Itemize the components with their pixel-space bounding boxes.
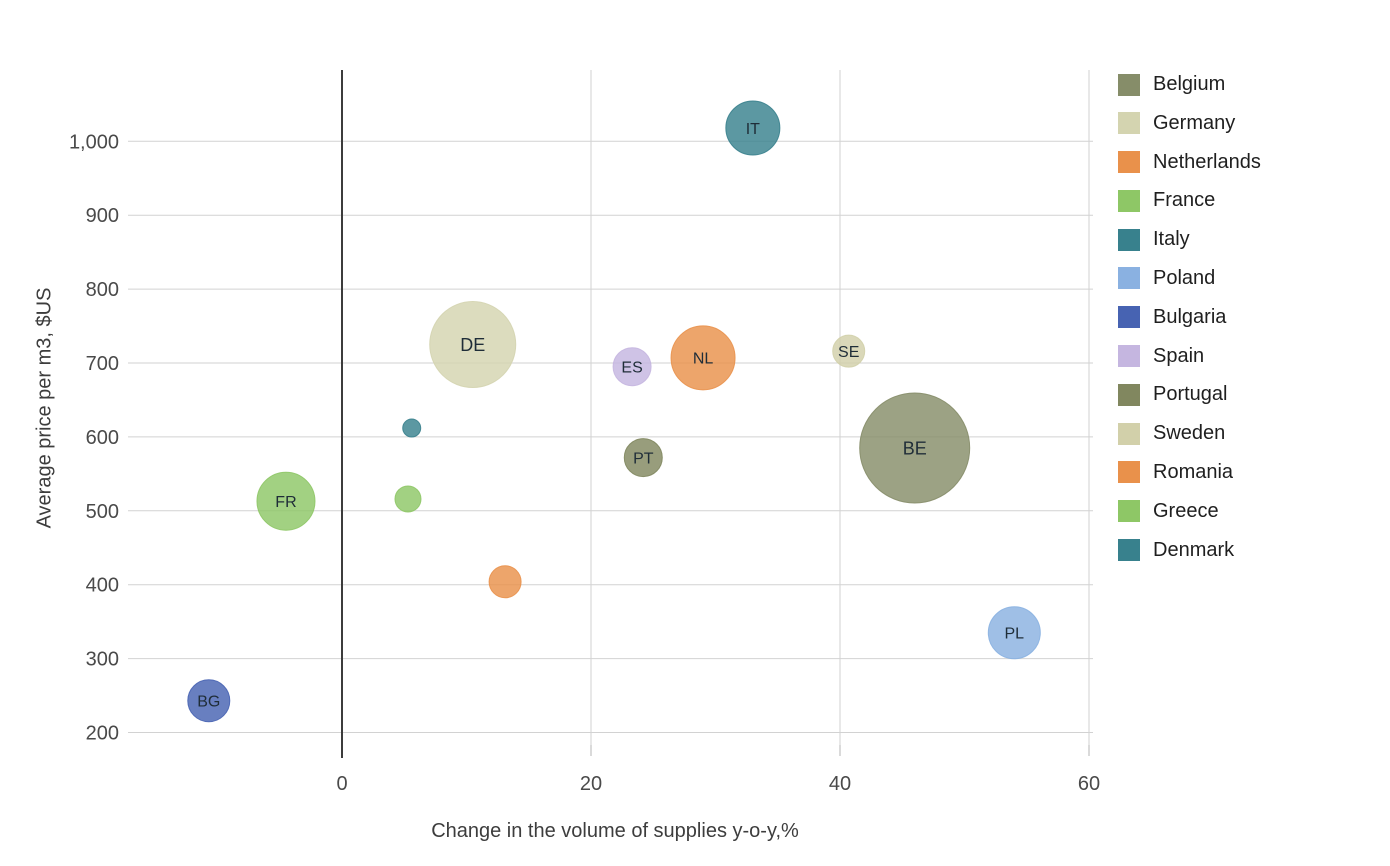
- bubble-belgium[interactable]: [859, 392, 971, 504]
- legend-swatch-icon: [1118, 461, 1140, 484]
- legend-item-label: Belgium: [1153, 73, 1226, 95]
- bubble-label-poland: PL: [1005, 625, 1025, 642]
- legend-item-france[interactable]: France: [1118, 189, 1261, 212]
- bubble-spain[interactable]: [612, 347, 652, 387]
- legend-item-label: Netherlands: [1153, 150, 1261, 173]
- legend-swatch-icon: [1118, 267, 1140, 290]
- x-axis-title: Change in the volume of supplies y-o-y,%: [431, 820, 799, 842]
- legend-item-sweden[interactable]: Sweden: [1118, 422, 1261, 445]
- legend-item-germany[interactable]: Germany: [1118, 112, 1261, 135]
- legend-swatch-icon: [1118, 112, 1140, 135]
- y-axis-title: Average price per m3, $US: [33, 287, 56, 529]
- legend: Belgium Germany Netherlands France Italy Pola…: [1118, 73, 1261, 562]
- bubble-label-netherlands: NL: [693, 351, 714, 368]
- legend-item-label: Bulgaria: [1153, 305, 1227, 328]
- bubble-label-belgium: BE: [903, 438, 927, 458]
- legend-item-label: Spain: [1153, 344, 1205, 367]
- legend-item-label: Sweden: [1153, 422, 1226, 445]
- legend-swatch-icon: [1118, 73, 1140, 96]
- legend-swatch-icon: [1118, 151, 1140, 174]
- legend-item-label: Greece: [1153, 499, 1219, 522]
- y-tick-label-300: 300: [86, 649, 119, 671]
- y-tick-label-600: 600: [86, 427, 119, 449]
- legend-item-label: France: [1153, 189, 1216, 212]
- legend-swatch-icon: [1118, 500, 1140, 523]
- bubble-netherlands[interactable]: [670, 325, 736, 391]
- legend-item-portugal[interactable]: Portugal: [1118, 383, 1261, 406]
- y-tick-label-400: 400: [86, 575, 119, 597]
- y-tick-label-900: 900: [86, 205, 119, 227]
- bubble-label-sweden: SE: [838, 344, 859, 361]
- y-tick-label-1000: 1,000: [69, 131, 119, 153]
- legend-item-label: Poland: [1153, 266, 1216, 289]
- bubble-bulgaria[interactable]: [187, 679, 231, 723]
- legend-swatch-icon: [1118, 306, 1140, 329]
- bubble-label-portugal: PT: [633, 450, 654, 467]
- legend-item-label: Denmark: [1153, 538, 1235, 561]
- legend-swatch-icon: [1118, 189, 1140, 212]
- bubble-poland[interactable]: [987, 606, 1041, 660]
- bubble-label-germany: DE: [460, 335, 485, 355]
- bubble-denmark[interactable]: [402, 418, 422, 438]
- legend-item-italy[interactable]: Italy: [1118, 228, 1261, 251]
- legend-item-bulgaria[interactable]: Bulgaria: [1118, 306, 1261, 329]
- y-tick-label-200: 200: [86, 723, 119, 745]
- bubble-greece[interactable]: [394, 485, 422, 513]
- bubble-france[interactable]: [256, 471, 316, 531]
- legend-item-romania[interactable]: Romania: [1118, 461, 1261, 484]
- legend-item-netherlands[interactable]: Netherlands: [1118, 151, 1261, 174]
- bubble-label-spain: ES: [621, 359, 642, 376]
- legend-item-poland[interactable]: Poland: [1118, 267, 1261, 290]
- legend-item-label: Italy: [1153, 228, 1190, 251]
- legend-item-label: Portugal: [1153, 383, 1228, 406]
- legend-swatch-icon: [1118, 228, 1140, 251]
- x-tick-label-0: 0: [336, 773, 347, 795]
- bubble-romania[interactable]: [488, 565, 522, 599]
- x-tick-label-20: 20: [580, 773, 602, 795]
- legend-item-label: Germany: [1153, 111, 1236, 134]
- legend-item-label: Romania: [1153, 460, 1234, 483]
- x-tick-label-60: 60: [1078, 773, 1100, 795]
- y-tick-label-500: 500: [86, 501, 119, 523]
- legend-swatch-icon: [1118, 422, 1140, 445]
- y-tick-label-700: 700: [86, 353, 119, 375]
- bubble-portugal[interactable]: [623, 438, 663, 478]
- bubble-italy[interactable]: [725, 100, 781, 156]
- legend-item-belgium[interactable]: Belgium: [1118, 73, 1261, 96]
- bubble-label-france: FR: [275, 494, 296, 511]
- legend-swatch-icon: [1118, 383, 1140, 406]
- bubble-germany[interactable]: [429, 301, 517, 389]
- legend-item-denmark[interactable]: Denmark: [1118, 539, 1261, 562]
- legend-item-greece[interactable]: Greece: [1118, 500, 1261, 523]
- bubble-label-bulgaria: BG: [197, 693, 220, 710]
- bubble-sweden[interactable]: [832, 334, 866, 368]
- legend-swatch-icon: [1118, 345, 1140, 368]
- legend-swatch-icon: [1118, 539, 1140, 562]
- x-tick-label-40: 40: [829, 773, 851, 795]
- legend-item-spain[interactable]: Spain: [1118, 345, 1261, 368]
- bubble-label-italy: IT: [746, 121, 760, 138]
- y-tick-label-800: 800: [86, 279, 119, 301]
